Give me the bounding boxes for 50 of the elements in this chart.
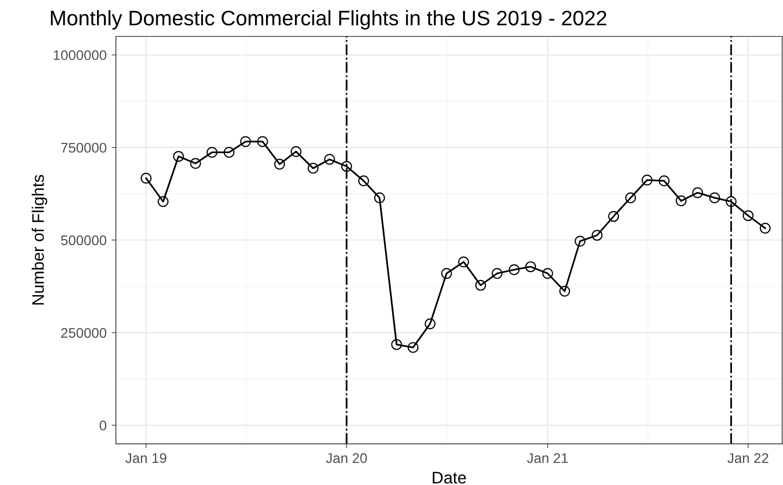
point: [642, 174, 652, 186]
point: [760, 222, 771, 234]
point: [709, 192, 720, 204]
point: [140, 172, 152, 184]
point: [324, 154, 335, 165]
point: [358, 175, 370, 186]
point: [374, 192, 385, 204]
point: [726, 196, 737, 207]
point: [308, 162, 319, 174]
x-tick-label: Jan 21: [527, 453, 568, 464]
point: [676, 195, 687, 206]
point: [424, 318, 436, 330]
x-tick-label: Jan 22: [728, 453, 768, 464]
point: [190, 158, 201, 169]
point: [290, 146, 302, 157]
y-tick-label: 500000: [61, 235, 106, 246]
y-tick-label: 1000000: [54, 50, 106, 60]
point: [625, 192, 636, 204]
chart-title: Monthly Domestic Commercial Flights in the US 2019 - 2022: [50, 10, 606, 30]
y-axis-title: Number of Flights: [32, 174, 48, 304]
point: [240, 136, 251, 147]
point: [441, 268, 452, 279]
point: [408, 342, 418, 353]
point: [592, 230, 603, 241]
point: [274, 158, 285, 170]
y-tick-label: 250000: [61, 328, 106, 338]
point: [559, 286, 570, 297]
point: [206, 146, 218, 158]
point: [574, 236, 586, 247]
point: [542, 268, 554, 279]
x-tick-label: Jan 19: [125, 453, 166, 464]
y-tick-label: 750000: [61, 142, 106, 153]
point: [692, 187, 704, 198]
point: [391, 339, 402, 350]
point: [158, 196, 169, 207]
x-axis-title: Date: [432, 472, 466, 484]
point: [658, 175, 670, 186]
point: [508, 264, 520, 276]
point: [341, 160, 352, 172]
point: [257, 136, 268, 147]
point: [525, 261, 536, 272]
x-tick-label: Jan 20: [326, 453, 367, 464]
point: [608, 210, 619, 222]
point: [492, 268, 503, 279]
point: [173, 150, 184, 162]
point: [742, 210, 754, 222]
point: [458, 256, 470, 268]
y-tick-label: 0: [100, 420, 106, 430]
point: [475, 280, 486, 291]
point: [224, 146, 234, 158]
